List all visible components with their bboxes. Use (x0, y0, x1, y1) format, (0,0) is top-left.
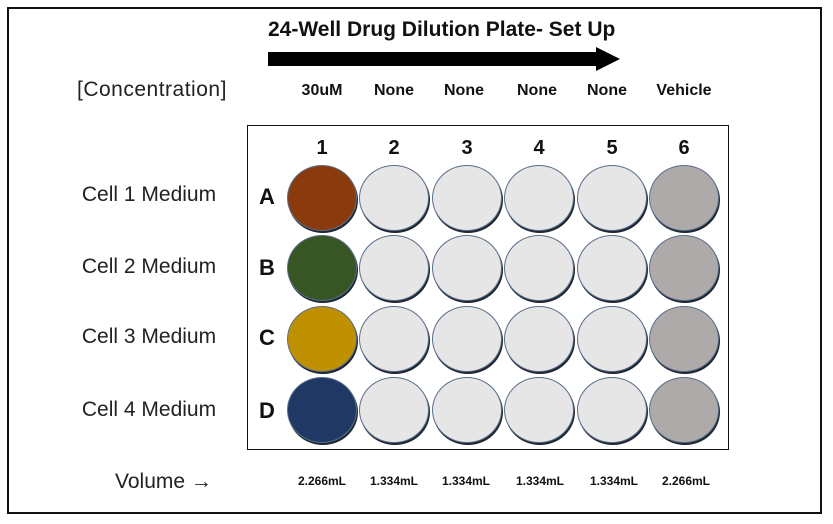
column-volume: 1.334mL (441, 474, 491, 488)
column-number: 1 (316, 137, 328, 159)
well-A6 (649, 165, 719, 231)
well-C5 (577, 306, 647, 372)
row-letter: B (259, 255, 275, 280)
well-D1 (287, 377, 357, 443)
well-C2 (359, 306, 429, 372)
well-B2 (359, 235, 429, 301)
well-B4 (504, 235, 574, 301)
column-concentration: None (374, 82, 414, 99)
well-D4 (504, 377, 574, 443)
column-concentration: 30uM (301, 82, 343, 99)
column-number: 6 (678, 137, 690, 159)
column-volume: 2.266mL (661, 474, 711, 488)
column-concentration: None (444, 82, 484, 99)
well-D6 (649, 377, 719, 443)
well-A4 (504, 165, 574, 231)
column-number: 5 (606, 137, 618, 159)
column-concentration: None (587, 82, 627, 99)
row-label: Cell 4 Medium (81, 398, 217, 421)
well-B6 (649, 235, 719, 301)
column-number: 2 (388, 137, 400, 159)
well-B1 (287, 235, 357, 301)
row-label: Cell 2 Medium (81, 255, 217, 278)
volume-label: Volume → (115, 470, 212, 493)
well-D2 (359, 377, 429, 443)
figure-title: 24-Well Drug Dilution Plate- Set Up (268, 18, 616, 41)
figure-frame (7, 7, 822, 514)
well-A5 (577, 165, 647, 231)
well-A1 (287, 165, 357, 231)
row-letter: A (259, 184, 275, 209)
well-D3 (432, 377, 502, 443)
column-volume: 2.266mL (297, 474, 347, 488)
concentration-label: [Concentration] (77, 78, 227, 101)
row-label: Cell 3 Medium (81, 325, 217, 348)
column-concentration: Vehicle (656, 82, 712, 99)
row-label: Cell 1 Medium (81, 183, 217, 206)
column-volume: 1.334mL (515, 474, 565, 488)
row-letter: D (259, 398, 275, 423)
well-C4 (504, 306, 574, 372)
well-D5 (577, 377, 647, 443)
well-B5 (577, 235, 647, 301)
well-C3 (432, 306, 502, 372)
column-concentration: None (517, 82, 557, 99)
column-volume: 1.334mL (589, 474, 639, 488)
column-volume: 1.334mL (369, 474, 419, 488)
well-B3 (432, 235, 502, 301)
row-letter: C (259, 325, 275, 350)
well-C6 (649, 306, 719, 372)
column-number: 4 (533, 137, 545, 159)
column-number: 3 (461, 137, 473, 159)
well-A3 (432, 165, 502, 231)
well-C1 (287, 306, 357, 372)
well-A2 (359, 165, 429, 231)
